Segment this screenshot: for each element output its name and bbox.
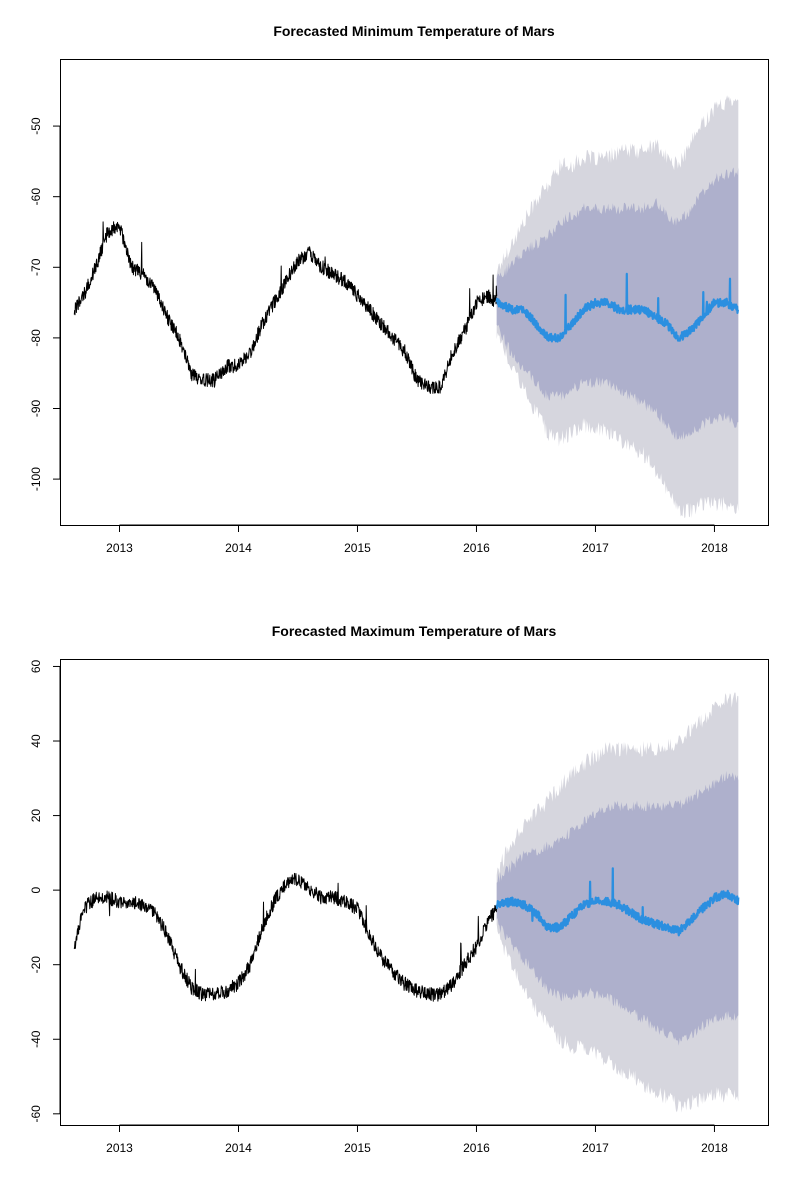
series-lines [73, 221, 740, 394]
forecast-series-line [495, 867, 740, 937]
y-axis: -100 -90 -80 -70 -60 -50 [29, 117, 61, 491]
y-tick-label: -40 [29, 1030, 43, 1048]
y-tick-label: 40 [29, 734, 43, 748]
x-tick-label: 2013 [106, 541, 133, 555]
series-lines [73, 867, 740, 1002]
y-tick-label: 20 [29, 809, 43, 823]
historical-series-line [73, 872, 498, 1002]
x-tick-label: 2013 [106, 1141, 133, 1155]
historical-series-line [73, 221, 498, 394]
forecast-series-line [495, 272, 740, 343]
x-tick-label: 2014 [225, 541, 252, 555]
x-tick-label: 2016 [463, 541, 490, 555]
y-tick-label: -80 [29, 329, 43, 347]
y-axis: -60 -40 -20 0 20 40 60 [29, 659, 61, 1123]
y-tick-label: -60 [29, 188, 43, 206]
x-tick-label: 2018 [701, 1141, 728, 1155]
x-tick-label: 2017 [582, 1141, 609, 1155]
y-tick-label: -90 [29, 400, 43, 418]
min-temp-chart-panel: Forecasted Minimum Temperature of Mars 2… [29, 23, 769, 555]
x-tick-label: 2016 [463, 1141, 490, 1155]
y-tick-label: -100 [29, 467, 43, 491]
max-temp-chart-panel: Forecasted Maximum Temperature of Mars 2… [29, 623, 769, 1155]
y-tick-label: 60 [29, 659, 43, 673]
band-80-area [496, 167, 739, 441]
x-tick-label: 2015 [344, 541, 371, 555]
confidence-band-80 [496, 167, 739, 441]
chart-title: Forecasted Minimum Temperature of Mars [273, 23, 555, 39]
y-tick-label: -20 [29, 956, 43, 974]
x-tick-label: 2015 [344, 1141, 371, 1155]
x-tick-label: 2017 [582, 541, 609, 555]
y-tick-label: 0 [29, 886, 43, 893]
x-tick-label: 2018 [701, 541, 728, 555]
x-axis: 2013 2014 2015 2016 2017 2018 [106, 1124, 728, 1155]
y-tick-label: -70 [29, 258, 43, 276]
chart-title: Forecasted Maximum Temperature of Mars [272, 623, 557, 639]
y-tick-label: -60 [29, 1105, 43, 1123]
x-tick-label: 2014 [225, 1141, 252, 1155]
x-axis: 2013 2014 2015 2016 2017 2018 [106, 524, 728, 555]
y-tick-label: -50 [29, 117, 43, 135]
